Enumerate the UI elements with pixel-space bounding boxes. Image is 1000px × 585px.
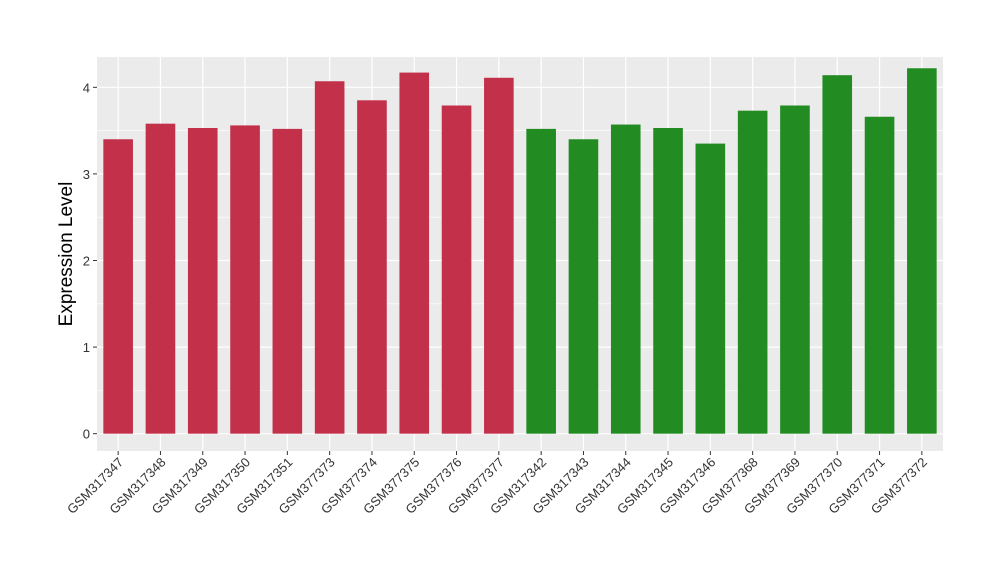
bar-GSM377376 — [441, 105, 472, 434]
bar-GSM317347 — [103, 139, 133, 434]
bars — [103, 68, 937, 434]
bar-GSM317349 — [187, 128, 218, 434]
y-tick-label: 4 — [83, 80, 90, 95]
y-axis: 0 1 2 3 4 — [83, 80, 97, 442]
y-tick-label: 0 — [83, 427, 90, 442]
bar-GSM377370 — [822, 75, 853, 434]
y-axis-label: Expression Level — [56, 182, 77, 327]
bar-GSM317350 — [230, 125, 260, 434]
bar-GSM317346 — [695, 143, 726, 434]
bar-GSM377369 — [780, 105, 810, 434]
x-axis: GSM317347GSM317348GSM317349GSM317350GSM3… — [64, 451, 930, 517]
bar-GSM317348 — [145, 123, 176, 434]
plot-panel — [97, 57, 943, 451]
bar-GSM317343 — [568, 139, 599, 434]
bar-GSM317344 — [610, 124, 641, 434]
bar-GSM377373 — [314, 81, 345, 434]
bar-GSM377377 — [484, 77, 514, 434]
bar-GSM377371 — [864, 116, 895, 434]
bar-GSM317351 — [272, 128, 303, 434]
bar-GSM377374 — [357, 100, 387, 434]
bar-GSM377368 — [737, 110, 768, 434]
y-tick-label: 1 — [83, 340, 90, 355]
bar-GSM317342 — [526, 128, 556, 434]
bar-GSM377372 — [907, 68, 937, 434]
bar-GSM317345 — [653, 128, 683, 434]
y-tick-label: 2 — [83, 253, 90, 268]
y-tick-label: 3 — [83, 167, 90, 182]
bar-GSM377375 — [399, 72, 430, 434]
